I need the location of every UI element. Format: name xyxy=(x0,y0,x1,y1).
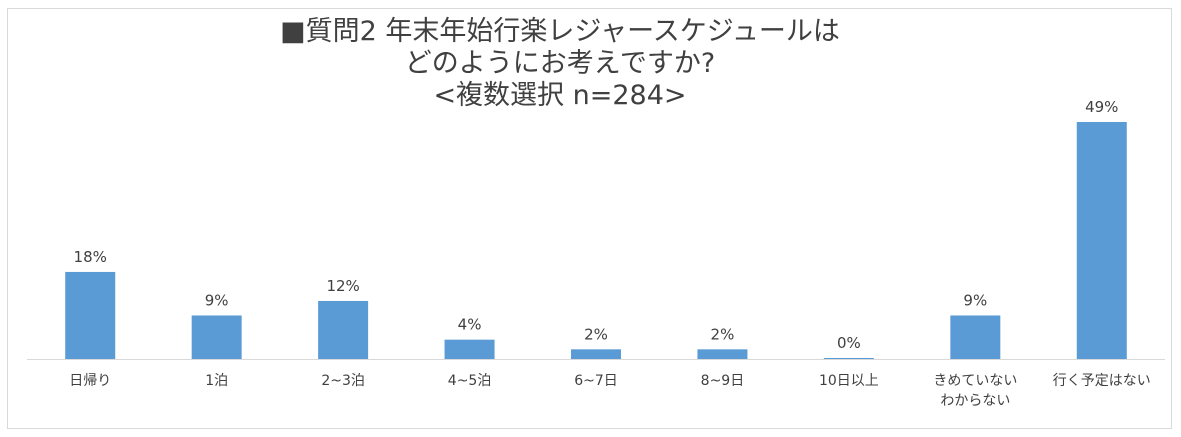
category-label-7-line-0: きめていない xyxy=(933,373,1017,389)
data-label-0: 18% xyxy=(74,248,107,266)
bar-6 xyxy=(823,358,874,359)
bar-7 xyxy=(950,315,1001,359)
category-label-6: 10日以上 xyxy=(819,373,879,389)
category-label-4: 6~7日 xyxy=(574,373,618,389)
data-label-6: 0% xyxy=(837,334,861,352)
category-label-0: 日帰り xyxy=(69,372,111,389)
category-label-3: 4~5泊 xyxy=(448,373,492,389)
category-label-1: 1泊 xyxy=(205,373,228,389)
data-label-3: 4% xyxy=(458,316,482,334)
bar-8 xyxy=(1076,122,1127,359)
chart-title-line-2: どのようにお考えですか? xyxy=(404,48,716,79)
bar-4 xyxy=(571,349,621,359)
chart-title: ■質問2 年末年始行楽レジャースケジュールは どのようにお考えですか? <複数選… xyxy=(0,16,1120,112)
bar-0 xyxy=(65,271,116,359)
bar-5 xyxy=(697,349,748,359)
bar-3 xyxy=(444,339,495,359)
chart-title-line-1: ■質問2 年末年始行楽レジャースケジュールは xyxy=(280,16,840,47)
data-label-7: 9% xyxy=(963,291,987,309)
category-label-5: 8~9日 xyxy=(701,373,745,389)
data-label-2: 12% xyxy=(326,277,359,295)
bar-2 xyxy=(318,300,369,359)
chart-title-line-3: <複数選択 n=284> xyxy=(433,80,687,111)
category-label-8: 行く予定はない xyxy=(1053,373,1151,389)
bar-1 xyxy=(191,315,242,359)
data-label-8: 49% xyxy=(1085,98,1118,116)
data-label-4: 2% xyxy=(584,325,608,343)
category-label-2: 2~3泊 xyxy=(321,373,365,389)
data-label-1: 9% xyxy=(205,291,229,309)
category-label-7-line-1: わからない xyxy=(940,393,1010,409)
data-label-5: 2% xyxy=(711,325,735,343)
